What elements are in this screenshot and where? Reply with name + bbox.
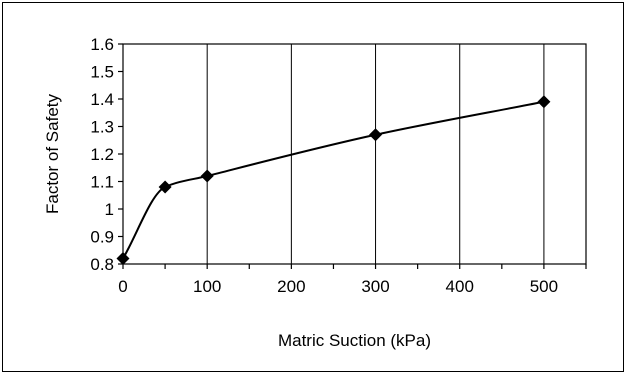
x-tick-label: 200 <box>277 277 305 296</box>
y-tick-label: 1 <box>105 200 114 219</box>
plot-area <box>122 43 587 265</box>
y-tick-label: 1.6 <box>90 35 114 54</box>
x-tick-label: 500 <box>530 277 558 296</box>
x-tick-label: 0 <box>118 277 127 296</box>
x-tick-label: 400 <box>446 277 474 296</box>
grid-lines <box>206 44 545 264</box>
y-tick-label: 1.4 <box>90 90 114 109</box>
y-tick-label: 0.9 <box>90 228 114 247</box>
x-tick-label: 300 <box>361 277 389 296</box>
axis-ticks <box>118 43 587 269</box>
data-point-0 <box>116 252 130 265</box>
x-axis-title: Matric Suction (kPa) <box>278 331 431 350</box>
chart-frame <box>2 2 624 372</box>
x-tick-label: 100 <box>193 277 221 296</box>
y-tick-label: 0.8 <box>90 255 114 274</box>
y-tick-label: 1.2 <box>90 145 114 164</box>
y-tick-labels: 0.8 0.9 1 1.1 1.2 1.3 1.4 1.5 1.6 <box>90 35 114 274</box>
y-tick-label: 1.3 <box>90 118 114 137</box>
data-point-50 <box>158 180 172 194</box>
data-point-300 <box>369 128 383 142</box>
series-line <box>122 100 545 260</box>
data-point-500 <box>537 95 551 109</box>
y-tick-label: 1.1 <box>90 173 114 192</box>
data-markers <box>116 95 551 265</box>
data-point-100 <box>200 169 214 183</box>
y-tick-label: 1.5 <box>90 63 114 82</box>
x-tick-labels: 0 100 200 300 400 500 <box>118 277 558 296</box>
y-axis-title: Factor of Safety <box>43 94 62 214</box>
